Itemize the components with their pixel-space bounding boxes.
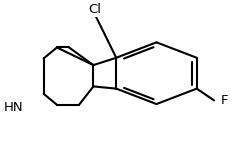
Text: Cl: Cl [88, 3, 100, 16]
Text: HN: HN [4, 101, 24, 114]
Text: F: F [220, 94, 227, 107]
